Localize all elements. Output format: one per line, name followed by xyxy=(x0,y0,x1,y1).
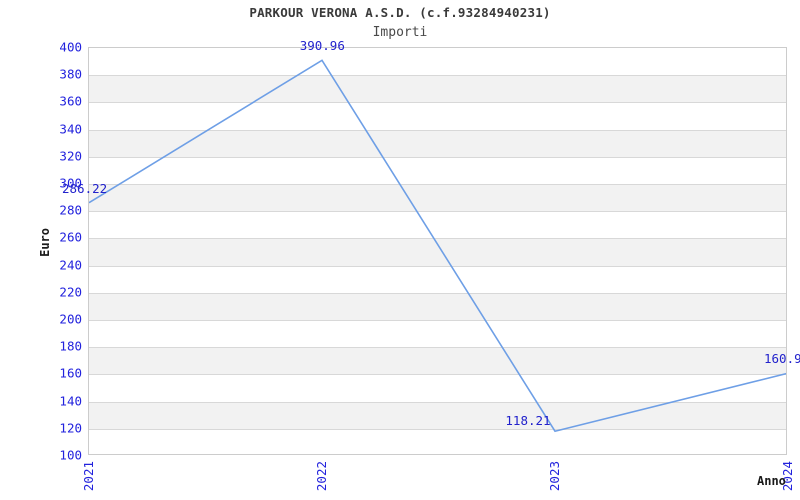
chart-subtitle: Importi xyxy=(372,25,428,40)
y-axis-ticks: 400 380 360 340 320 300 280 260 240 220 200 180 160 1… xyxy=(30,40,82,463)
y-axis-tick-label: 140 xyxy=(59,393,82,409)
x-axis-tick-label: 2023 xyxy=(547,461,562,492)
y-axis-tick-label: 260 xyxy=(59,229,82,245)
gridline xyxy=(89,238,786,239)
plot-band xyxy=(89,347,786,375)
data-point-label: 390.96 xyxy=(299,38,345,54)
y-axis-tick-label: 220 xyxy=(59,284,82,300)
data-series-line xyxy=(89,59,786,433)
x-axis-tick-label: 2021 xyxy=(81,461,96,492)
gridline xyxy=(89,347,786,348)
y-axis-tick-label: 200 xyxy=(59,311,82,327)
y-axis-tick-label: 280 xyxy=(59,202,82,218)
plot-area xyxy=(88,47,787,455)
gridline xyxy=(89,429,786,430)
y-axis-tick-label: 180 xyxy=(59,338,82,354)
gridline xyxy=(89,293,786,294)
y-axis-tick-label: 400 xyxy=(59,39,82,55)
y-axis-tick-label: 340 xyxy=(59,121,82,137)
y-axis-tick-label: 160 xyxy=(59,365,82,381)
gridline xyxy=(89,157,786,158)
plot-band xyxy=(89,184,786,212)
gridline xyxy=(89,184,786,185)
y-axis-tick-label: 300 xyxy=(59,175,82,191)
gridline xyxy=(89,402,786,403)
data-point-label: 118.21 xyxy=(505,413,551,429)
gridline xyxy=(89,266,786,267)
data-point-label: 286.22 xyxy=(62,180,108,196)
data-point-label: 160.9 xyxy=(764,351,800,367)
gridline xyxy=(89,211,786,212)
y-axis-tick-label: 320 xyxy=(59,148,82,164)
plot-band xyxy=(89,292,786,320)
gridline xyxy=(89,102,786,103)
y-axis-title: Euro xyxy=(38,228,52,257)
gridline xyxy=(89,130,786,131)
plot-band xyxy=(89,401,786,429)
gridline xyxy=(89,75,786,76)
series-polyline xyxy=(89,59,786,433)
y-axis-tick-label: 380 xyxy=(59,66,82,82)
y-axis-tick-label: 100 xyxy=(59,447,82,463)
gridline xyxy=(89,374,786,375)
plot-band xyxy=(89,75,786,103)
y-axis-tick-label: 360 xyxy=(59,93,82,109)
page-title: PARKOUR VERONA A.S.D. (c.f.93284940231) xyxy=(249,5,551,20)
y-axis-tick-label: 240 xyxy=(59,257,82,273)
x-axis-tick-label: 2022 xyxy=(314,461,329,492)
gridline xyxy=(89,320,786,321)
x-axis-title: Anno xyxy=(757,474,786,488)
y-axis-tick-label: 120 xyxy=(59,420,82,436)
plot-band xyxy=(89,129,786,157)
